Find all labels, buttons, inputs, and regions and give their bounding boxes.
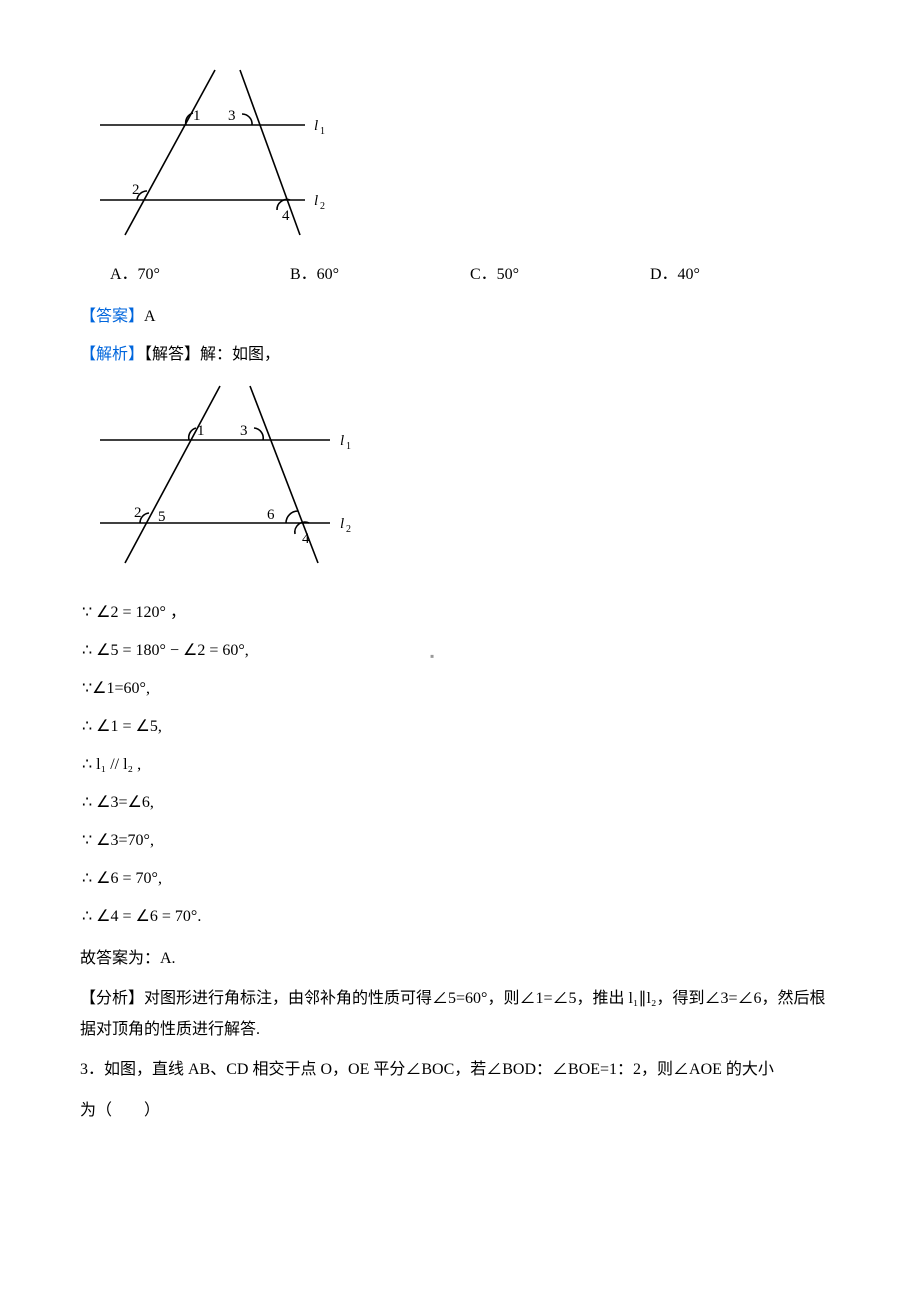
angle-6-label: 6 <box>267 507 275 523</box>
step-1: ∵ ∠2 = 120° ， <box>82 598 840 622</box>
answer-label: 【答案】 <box>80 308 144 325</box>
answer-line: 【答案】A <box>80 302 840 326</box>
step-7: ∵ ∠3=70°, <box>82 830 840 850</box>
l2-sub-2: 2 <box>346 524 351 535</box>
conclusion: 故答案为：A. <box>80 944 840 974</box>
step-4: ∴ ∠1 = ∠5, <box>82 716 840 736</box>
figure-2: 1 3 2 5 6 4 l 1 l 2 <box>90 378 840 578</box>
angle-4-label-2: 4 <box>302 531 310 547</box>
parse-line: 【解析】【解答】解：如图， <box>80 340 840 364</box>
option-a: A．70° <box>110 260 290 284</box>
l1-sub: 1 <box>320 126 325 137</box>
option-c: C．50° <box>470 260 650 284</box>
l1-label-2: l <box>340 433 344 449</box>
step-8: ∴ ∠6 = 70°, <box>82 868 840 888</box>
option-d: D．40° <box>650 260 830 284</box>
q3-line2: 为（ ） <box>80 1096 840 1126</box>
step-2: ∴ ∠5 = 180° − ∠2 = 60°, <box>82 640 840 660</box>
angle-3-label: 3 <box>228 108 236 124</box>
l1-label: l <box>314 118 318 134</box>
angle-1-label: 1 <box>193 108 201 124</box>
step-9: ∴ ∠4 = ∠6 = 70°. <box>82 906 840 926</box>
analysis-label: 【分析】 <box>80 990 144 1007</box>
answer-value: A <box>144 308 156 325</box>
angle-3-label-2: 3 <box>240 423 248 439</box>
watermark-dot: ▪ <box>430 649 434 664</box>
figure-1: 1 3 2 4 l 1 l 2 <box>90 60 840 240</box>
parse-label: 【解析】 <box>80 346 144 363</box>
l2-label-2: l <box>340 516 344 532</box>
l1-sub-2: 1 <box>346 441 351 452</box>
diagram-1: 1 3 2 4 l 1 l 2 <box>90 60 350 240</box>
option-b: B．60° <box>290 260 470 284</box>
diagram-2: 1 3 2 5 6 4 l 1 l 2 <box>90 378 390 578</box>
l2-sub: 2 <box>320 201 325 212</box>
angle-2-label: 2 <box>132 182 140 198</box>
parse-intro: 【解答】解：如图， <box>144 346 280 363</box>
q3-line1: 3．如图，直线 AB、CD 相交于点 O，OE 平分∠BOC，若∠BOD：∠BO… <box>80 1055 840 1085</box>
analysis-para: 【分析】对图形进行角标注，由邻补角的性质可得∠5=60°，则∠1=∠5，推出 l… <box>80 984 840 1045</box>
step-6: ∴ ∠3=∠6, <box>82 792 840 812</box>
angle-5-label: 5 <box>158 509 166 525</box>
step-3: ∵∠1=60°, <box>82 678 840 698</box>
l2-label: l <box>314 193 318 209</box>
step-5: ∴ l₁ // l₂ , <box>82 754 840 774</box>
analysis-text: 对图形进行角标注，由邻补角的性质可得∠5=60°，则∠1=∠5，推出 l₁∥l₂… <box>80 990 826 1037</box>
angle-1-label-2: 1 <box>197 423 205 439</box>
angle-4-label: 4 <box>282 208 290 224</box>
options-row: A．70° B．60° C．50° D．40° <box>110 260 840 284</box>
angle-2-label-2: 2 <box>134 505 142 521</box>
